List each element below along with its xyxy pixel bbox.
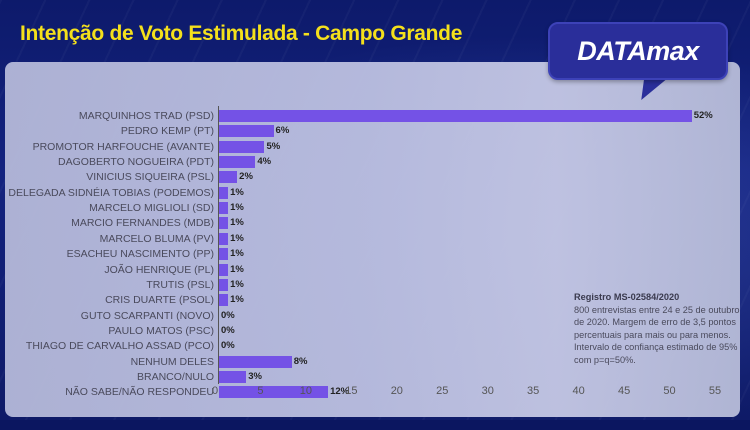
- category-label: NÃO SABE/NÃO RESPONDEU: [65, 386, 214, 399]
- category-label: TRUTIS (PSL): [146, 278, 214, 291]
- bottom-strip: [0, 420, 750, 430]
- value-label: 1%: [230, 294, 244, 306]
- value-label: 0%: [221, 324, 235, 336]
- value-label: 3%: [248, 370, 262, 382]
- bar-row: TRUTIS (PSL) 1%: [0, 278, 750, 292]
- category-label: THIAGO DE CARVALHO ASSAD (PCO): [25, 340, 214, 353]
- bar-row: MARCELO MIGLIOLI (SD) 1%: [0, 201, 750, 215]
- value-label: 1%: [230, 278, 244, 290]
- value-label: 12%: [330, 386, 350, 398]
- category-label: DELEGADA SIDNÉIA TOBIAS (PODEMOS): [8, 186, 214, 199]
- x-tick-label: 20: [390, 385, 403, 397]
- bar-row: MARCIO FERNANDES (MDB) 1%: [0, 216, 750, 230]
- value-label: 1%: [230, 202, 244, 214]
- bar: [219, 370, 247, 383]
- bar: [219, 156, 256, 169]
- bar-row: PAULO MATOS (PSC) 0%: [0, 324, 750, 338]
- methodology-text: 800 entrevistas entre 24 e 25 de outubro…: [574, 304, 740, 365]
- bar: [219, 263, 229, 276]
- value-label: 2%: [239, 171, 253, 183]
- methodology-note: Registro MS-02584/2020 800 entrevistas e…: [574, 291, 746, 366]
- value-label: 5%: [266, 140, 281, 152]
- x-tick-label: 30: [481, 385, 494, 397]
- category-label: PEDRO KEMP (PT): [120, 125, 214, 138]
- bar: [219, 278, 229, 291]
- bar: [219, 202, 229, 215]
- x-tick-label: 40: [572, 385, 585, 397]
- x-tick-label: 10: [299, 385, 313, 397]
- value-label: 0%: [221, 340, 235, 352]
- value-label: 8%: [293, 355, 308, 367]
- x-tick-label: 15: [345, 385, 358, 397]
- value-label: 1%: [230, 248, 244, 260]
- x-tick-label: 25: [436, 385, 449, 397]
- bar-row: JOÃO HENRIQUE (PL) 1%: [0, 263, 750, 277]
- category-label: BRANCO/NULO: [136, 370, 214, 383]
- category-label: VINICIUS SIQUEIRA (PSL): [86, 171, 214, 184]
- bar: [219, 217, 229, 230]
- bar-row: MARQUINHOS TRAD (PSD) 52%: [0, 109, 750, 123]
- category-label: ESACHEU NASCIMENTO (PP): [66, 248, 214, 261]
- category-label: MARQUINHOS TRAD (PSD): [78, 110, 214, 122]
- value-label: 0%: [221, 309, 235, 321]
- category-label: DAGOBERTO NOGUEIRA (PDT): [58, 156, 214, 169]
- bar-row: MARCELO BLUMA (PV) 1%: [0, 232, 750, 246]
- x-tick-label: 0: [211, 385, 219, 397]
- x-tick-label: 55: [708, 385, 722, 397]
- value-label: 1%: [230, 232, 244, 244]
- category-label: MARCIO FERNANDES (MDB): [71, 217, 214, 230]
- y-axis-line: [218, 106, 219, 384]
- category-label: PROMOTOR HARFOUCHE (AVANTE): [32, 140, 214, 153]
- value-label: 1%: [230, 186, 244, 198]
- value-label: 4%: [257, 156, 272, 168]
- category-label: PAULO MATOS (PSC): [108, 324, 214, 337]
- bar-row: PEDRO KEMP (PT) 6%: [0, 124, 750, 138]
- chart-title: Intenção de Voto Estimulada - Campo Gran…: [20, 22, 463, 45]
- bar-row: THIAGO DE CARVALHO ASSAD (PCO) 0%: [0, 339, 750, 353]
- bar: [219, 386, 329, 399]
- bar: [219, 171, 238, 184]
- x-tick-label: 50: [663, 385, 676, 397]
- bar-row: PROMOTOR HARFOUCHE (AVANTE) 5%: [0, 140, 750, 154]
- value-label: 1%: [230, 217, 244, 229]
- category-label: MARCELO MIGLIOLI (SD): [89, 202, 214, 215]
- bar: [219, 294, 229, 307]
- category-label: GUTO SCARPANTI (NOVO): [80, 309, 214, 322]
- category-label: NENHUM DELES: [130, 355, 214, 368]
- bar-row: GUTO SCARPANTI (NOVO) 0%: [0, 309, 750, 323]
- bar-row: VINICIUS SIQUEIRA (PSL) 2%: [0, 170, 750, 184]
- category-label: JOÃO HENRIQUE (PL): [104, 263, 214, 276]
- bar: [219, 232, 229, 245]
- bar: [219, 110, 692, 122]
- category-label: CRIS DUARTE (PSOL): [105, 294, 214, 307]
- bar: [219, 140, 265, 153]
- bar: [219, 186, 229, 199]
- registro-number: Registro MS-02584/2020: [574, 292, 680, 302]
- bar: [219, 125, 274, 138]
- x-tick-label: 35: [527, 385, 540, 397]
- bar-row: DAGOBERTO NOGUEIRA (PDT) 4%: [0, 155, 750, 169]
- bar-row: DELEGADA SIDNÉIA TOBIAS (PODEMOS) 1%: [0, 186, 750, 200]
- logo-text: DATAmax: [577, 35, 699, 66]
- value-label: 52%: [693, 110, 713, 121]
- bar-row: BRANCO/NULO 3%: [0, 370, 750, 384]
- bar-row: NÃO SABE/NÃO RESPONDEU 12%: [0, 385, 750, 399]
- value-label: 1%: [230, 263, 244, 275]
- x-tick-label: 45: [617, 385, 631, 397]
- category-label: MARCELO BLUMA (PV): [99, 232, 214, 245]
- bar: [219, 355, 292, 368]
- bar-row: ESACHEU NASCIMENTO (PP) 1%: [0, 247, 750, 261]
- datamax-logo: DATAmax: [548, 22, 728, 80]
- bar-row: NENHUM DELES 8%: [0, 355, 750, 369]
- bar-row: CRIS DUARTE (PSOL) 1%: [0, 293, 750, 307]
- bar: [219, 248, 229, 261]
- x-tick-label: 5: [257, 385, 264, 397]
- value-label: 6%: [275, 125, 290, 137]
